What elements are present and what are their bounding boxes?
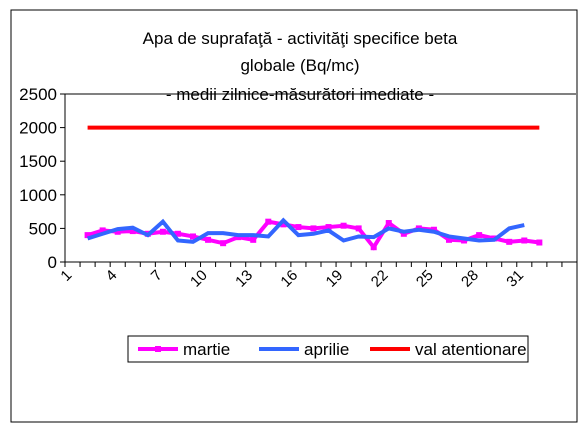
marker (325, 224, 332, 231)
marker (521, 237, 528, 244)
marker (220, 240, 227, 247)
marker (506, 238, 513, 245)
marker (385, 220, 392, 227)
y-tick-label: 1000 (19, 186, 57, 205)
y-tick-label: 500 (29, 219, 57, 238)
marker (446, 236, 452, 243)
marker (205, 236, 212, 243)
marker (190, 233, 196, 240)
marker (536, 239, 543, 246)
marker (159, 228, 166, 235)
legend-marker (155, 346, 161, 352)
y-tick-label: 2500 (19, 85, 57, 104)
y-tick-label: 0 (48, 253, 57, 272)
marker (129, 228, 136, 235)
chart-title: globale (Bq/mc) (240, 56, 359, 75)
chart-subtitle: - medii zilnice-măsurători imediate - (166, 85, 434, 104)
legend-label: aprilie (304, 340, 349, 359)
marker (340, 222, 347, 229)
marker (280, 221, 287, 228)
chart-title: Apa de suprafaţă - activităţi specifice … (143, 29, 458, 48)
marker (476, 232, 483, 239)
marker (295, 224, 302, 231)
legend-label: martie (183, 340, 230, 359)
series-line (86, 217, 525, 244)
legend-label: val atentionare (415, 340, 527, 359)
marker (370, 244, 377, 251)
marker (235, 234, 242, 241)
legend (127, 335, 529, 363)
marker (84, 232, 91, 239)
y-tick-label: 1500 (19, 152, 57, 171)
marker (250, 236, 257, 243)
marker (114, 228, 121, 235)
marker (310, 225, 317, 232)
marker (355, 225, 362, 232)
marker (265, 218, 272, 225)
y-tick-label: 2000 (19, 119, 57, 138)
marker (174, 230, 181, 237)
marker (99, 227, 106, 234)
